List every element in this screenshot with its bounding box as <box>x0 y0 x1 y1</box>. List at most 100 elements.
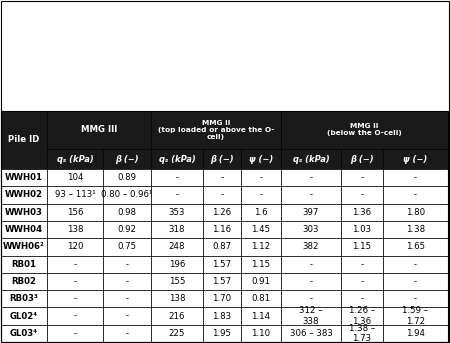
Text: -: - <box>73 294 77 303</box>
Bar <box>281 273 341 290</box>
Text: 306 – 383: 306 – 383 <box>289 329 333 338</box>
Bar <box>151 186 203 204</box>
Bar <box>151 111 281 149</box>
Bar <box>203 238 241 256</box>
Text: 1.26: 1.26 <box>212 208 232 217</box>
Text: 1.95: 1.95 <box>212 329 231 338</box>
Bar <box>241 204 281 221</box>
Bar <box>241 238 281 256</box>
Text: -: - <box>73 277 77 286</box>
Text: 216: 216 <box>169 311 185 321</box>
Bar <box>383 221 448 238</box>
Text: -: - <box>310 190 313 199</box>
Bar <box>151 290 203 307</box>
Text: -: - <box>360 277 364 286</box>
Text: -: - <box>176 190 179 199</box>
Text: qₛ (kPa): qₛ (kPa) <box>292 154 329 164</box>
Text: 0.92: 0.92 <box>117 225 136 234</box>
Text: qₛ (kPa): qₛ (kPa) <box>158 154 195 164</box>
Text: 1.57: 1.57 <box>212 260 232 269</box>
Bar <box>1 111 448 342</box>
Text: -: - <box>220 173 224 182</box>
Text: 1.26 –
1.36: 1.26 – 1.36 <box>349 306 375 326</box>
Text: qₛ (kPa): qₛ (kPa) <box>57 154 94 164</box>
Text: RB02: RB02 <box>12 277 36 286</box>
Bar <box>241 186 281 204</box>
Text: 312 –
338: 312 – 338 <box>299 306 323 326</box>
Text: 104: 104 <box>67 173 83 182</box>
Text: -: - <box>176 173 179 182</box>
Bar <box>281 149 341 169</box>
Bar <box>383 149 448 169</box>
Bar <box>383 204 448 221</box>
Bar <box>103 290 151 307</box>
Text: 1.03: 1.03 <box>352 225 372 234</box>
Text: -: - <box>360 260 364 269</box>
Bar <box>341 221 383 238</box>
Bar <box>281 204 341 221</box>
Bar <box>151 204 203 221</box>
Bar <box>1 290 47 307</box>
Bar <box>341 169 383 186</box>
Bar <box>151 325 203 342</box>
Bar <box>1 256 47 273</box>
Text: 1.6: 1.6 <box>254 208 268 217</box>
Text: 1.59 –
1.72: 1.59 – 1.72 <box>402 306 428 326</box>
Text: 397: 397 <box>303 208 319 217</box>
Text: 1.36: 1.36 <box>352 208 372 217</box>
Text: 0.98: 0.98 <box>117 208 136 217</box>
Bar <box>103 149 151 169</box>
Text: 1.12: 1.12 <box>252 243 270 251</box>
Text: WWH03: WWH03 <box>5 208 43 217</box>
Bar <box>241 273 281 290</box>
Text: 0.75: 0.75 <box>117 243 136 251</box>
Text: 382: 382 <box>303 243 319 251</box>
Text: -: - <box>220 190 224 199</box>
Text: ψ (−): ψ (−) <box>249 154 273 164</box>
Text: 1.70: 1.70 <box>212 294 232 303</box>
Bar <box>241 325 281 342</box>
Text: -: - <box>126 260 129 269</box>
Text: 0.87: 0.87 <box>212 243 232 251</box>
Bar <box>1 307 47 325</box>
Text: 93 – 113¹: 93 – 113¹ <box>54 190 95 199</box>
Text: WWH04: WWH04 <box>5 225 43 234</box>
Bar <box>241 307 281 325</box>
Text: 1.10: 1.10 <box>252 329 270 338</box>
Text: 156: 156 <box>67 208 83 217</box>
Bar <box>151 238 203 256</box>
Bar <box>103 169 151 186</box>
Text: RB03³: RB03³ <box>9 294 38 303</box>
Text: 1.14: 1.14 <box>252 311 270 321</box>
Bar <box>1 221 47 238</box>
Text: -: - <box>360 173 364 182</box>
Text: RB01: RB01 <box>12 260 36 269</box>
Bar <box>341 186 383 204</box>
Bar <box>47 256 103 273</box>
Text: -: - <box>310 294 313 303</box>
Bar <box>341 307 383 325</box>
Bar <box>203 256 241 273</box>
Text: -: - <box>414 190 417 199</box>
Bar <box>47 273 103 290</box>
Bar <box>151 256 203 273</box>
Text: 0.81: 0.81 <box>252 294 270 303</box>
Bar <box>281 238 341 256</box>
Bar <box>203 169 241 186</box>
Text: 303: 303 <box>303 225 319 234</box>
Bar <box>383 186 448 204</box>
Bar <box>47 111 151 149</box>
Bar <box>47 290 103 307</box>
Text: -: - <box>126 329 129 338</box>
Text: 0.91: 0.91 <box>252 277 270 286</box>
Bar <box>47 221 103 238</box>
Bar <box>103 273 151 290</box>
Text: -: - <box>414 294 417 303</box>
Bar <box>341 256 383 273</box>
Bar <box>383 325 448 342</box>
Text: 138: 138 <box>67 225 83 234</box>
Text: GL02⁴: GL02⁴ <box>10 311 38 321</box>
Text: MMG II
(below the O-cell): MMG II (below the O-cell) <box>327 123 402 137</box>
Bar <box>151 307 203 325</box>
Text: -: - <box>126 311 129 321</box>
